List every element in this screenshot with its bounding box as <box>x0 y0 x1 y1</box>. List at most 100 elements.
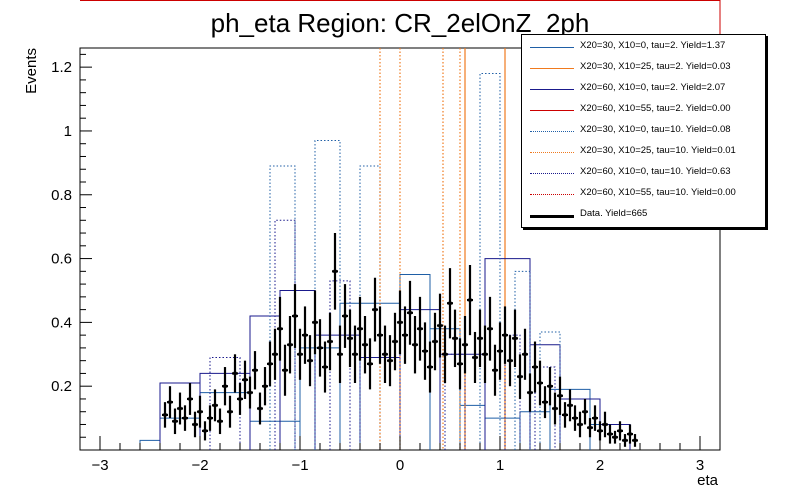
data-point-1 <box>167 386 173 419</box>
data-point-58 <box>452 309 458 368</box>
legend-label: X20=60, X10=55, tau=10. Yield=0.00 <box>580 187 736 198</box>
series-4-bin-3 <box>479 73 501 450</box>
series-2-bin-7 <box>439 353 486 450</box>
data-point-31 <box>317 319 323 377</box>
legend-line-swatch <box>530 89 574 90</box>
data-point-49 <box>407 280 413 345</box>
data-point-73 <box>527 373 533 412</box>
data-point-71 <box>517 354 523 399</box>
data-point-21 <box>267 341 273 387</box>
data-point-28 <box>302 306 308 364</box>
y-tick-label-5: 1.2 <box>51 59 72 76</box>
data-point-80 <box>562 402 568 428</box>
data-point-4 <box>182 405 188 431</box>
data-point-41 <box>367 338 373 390</box>
legend-line-swatch <box>530 173 574 174</box>
data-point-5 <box>187 383 193 415</box>
legend-line-swatch <box>530 194 574 195</box>
chart-title: ph_eta Region: CR_2elOnZ_2ph <box>210 8 590 38</box>
data-point-39 <box>357 296 363 361</box>
data-point-3 <box>177 392 183 425</box>
x-axis-title: eta <box>697 472 719 489</box>
legend-line-swatch <box>530 215 574 218</box>
legend-entry: X20=30, X10=0, tau=2. Yield=1.37 <box>522 37 765 58</box>
data-point-62 <box>472 331 478 383</box>
series-4-bin-4 <box>514 270 531 450</box>
y-tick-label-1: 0.4 <box>51 314 72 331</box>
data-point-33 <box>327 312 333 371</box>
data-point-24 <box>282 344 288 396</box>
x-tick-label-3: 0 <box>396 457 404 474</box>
data-point-40 <box>362 316 368 374</box>
legend-label: X20=30, X10=0, tau=10. Yield=0.08 <box>580 124 731 135</box>
data-point-79 <box>557 376 563 415</box>
x-tick-label-2: −1 <box>291 457 308 474</box>
data-point-63 <box>477 309 483 368</box>
data-point-75 <box>537 360 543 406</box>
series-0-bin-0 <box>139 439 161 450</box>
legend-entry: X20=60, X10=55, tau=2. Yield=0.00 <box>522 100 765 121</box>
data-point-16 <box>242 360 248 399</box>
data-point-37 <box>347 309 353 368</box>
legend-entry: X20=30, X10=0, tau=10. Yield=0.08 <box>522 121 765 142</box>
data-point-77 <box>547 367 553 406</box>
legend-label: X20=60, X10=55, tau=2. Yield=0.00 <box>580 103 731 114</box>
series-6-bin-4 <box>504 334 521 450</box>
data-point-92 <box>622 434 628 447</box>
data-point-84 <box>582 398 588 425</box>
data-point-27 <box>297 328 303 380</box>
legend-entry: X20=30, X10=25, tau=2. Yield=0.03 <box>522 58 765 79</box>
data-point-74 <box>532 341 538 393</box>
data-point-47 <box>397 290 403 355</box>
data-point-9 <box>207 405 213 431</box>
data-point-6 <box>192 411 198 438</box>
data-point-44 <box>382 325 388 383</box>
data-point-48 <box>402 306 408 364</box>
data-point-38 <box>352 325 358 383</box>
legend-entry: X20=60, X10=0, tau=10. Yield=0.63 <box>522 163 765 184</box>
data-point-94 <box>632 434 638 447</box>
data-point-45 <box>387 335 393 387</box>
series-4-bin-2 <box>359 165 381 450</box>
data-point-60 <box>462 316 468 374</box>
series-6-bin-3 <box>444 353 466 450</box>
legend-label: Data. Yield=665 <box>580 208 648 219</box>
data-point-86 <box>592 405 598 431</box>
legend-line-swatch <box>530 131 574 132</box>
data-point-68 <box>502 306 508 364</box>
data-point-57 <box>447 268 453 339</box>
data-point-19 <box>257 392 263 425</box>
data-point-83 <box>577 411 583 438</box>
data-point-93 <box>627 424 633 444</box>
data-point-25 <box>287 316 293 374</box>
x-tick-label-4: 1 <box>496 457 504 474</box>
data-point-82 <box>572 405 578 431</box>
data-point-85 <box>587 418 593 438</box>
legend-line-swatch <box>530 47 574 48</box>
chart-legend: X20=30, X10=0, tau=2. Yield=1.37 X20=30, … <box>521 34 766 228</box>
x-tick-label-0: −3 <box>91 457 108 474</box>
series-6-bin-1 <box>274 219 296 450</box>
data-point-91 <box>617 421 623 441</box>
data-point-30 <box>312 290 318 355</box>
data-point-43 <box>377 306 383 364</box>
data-point-26 <box>292 284 298 348</box>
data-point-89 <box>607 424 613 444</box>
data-point-78 <box>552 392 558 425</box>
data-point-42 <box>372 277 378 342</box>
data-point-17 <box>247 376 253 409</box>
legend-entry: Data. Yield=665 <box>522 205 765 226</box>
x-tick-label-1: −2 <box>191 457 208 474</box>
data-point-66 <box>492 344 498 396</box>
data-point-18 <box>252 351 258 390</box>
data-point-36 <box>342 284 348 348</box>
data-point-55 <box>437 293 443 358</box>
y-tick-label-4: 1 <box>64 123 72 140</box>
series-4-bin-0 <box>269 165 296 450</box>
series-4-bin-1 <box>314 140 341 450</box>
y-tick-label-0: 0.2 <box>51 378 72 395</box>
legend-entry: X20=30, X10=25, tau=10. Yield=0.01 <box>522 142 765 163</box>
data-point-72 <box>522 328 528 380</box>
data-point-8 <box>202 421 208 441</box>
data-point-54 <box>432 312 438 371</box>
